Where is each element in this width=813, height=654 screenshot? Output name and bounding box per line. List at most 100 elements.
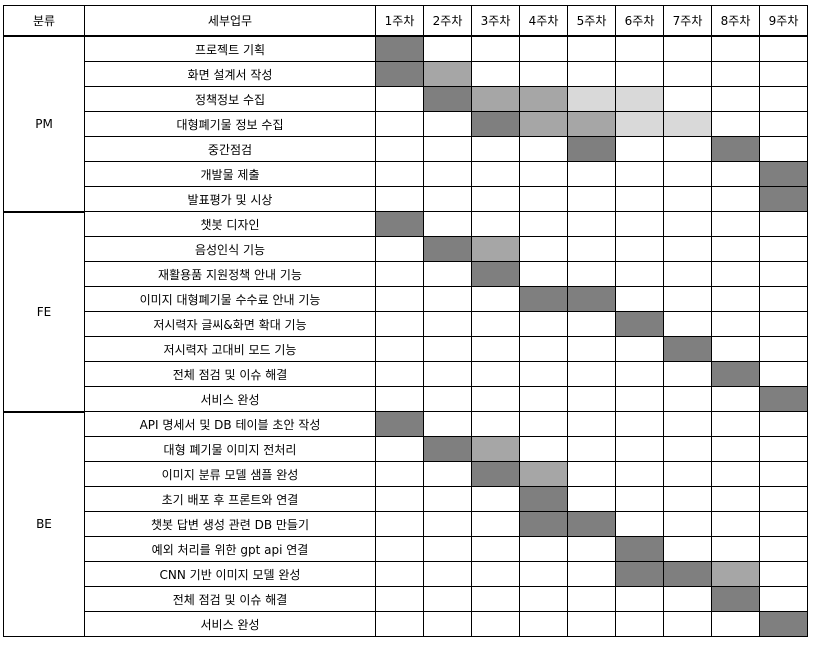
week-cell: [471, 536, 520, 562]
category-cell: PM: [3, 35, 85, 213]
schedule-table: 분류 세부업무 1주차 2주차 3주차 4주차 5주차 6주차 7주차 8주차 9주차 PM 프로…: [3, 5, 808, 637]
week-cell: [471, 386, 520, 412]
week-cell: [615, 35, 664, 62]
gantt-bar-cell: [375, 61, 424, 87]
week-cell: [615, 261, 664, 287]
table-row: 음성인식 기능: [4, 236, 808, 262]
week-cell: [375, 436, 424, 462]
task-name-cell: 서비스 완성: [84, 611, 376, 637]
week-cell: [711, 61, 760, 87]
gantt-bar-cell: [615, 561, 664, 587]
gantt-bar-cell: [423, 236, 472, 262]
week-cell: [567, 611, 616, 637]
week-cell: [375, 336, 424, 362]
table-row: 화면 설계서 작성: [4, 61, 808, 87]
gantt-bar-cell: [519, 286, 568, 312]
table-row: 저시력자 글씨&화면 확대 기능: [4, 311, 808, 337]
week-cell: [663, 536, 712, 562]
week-cell: [519, 386, 568, 412]
task-name-cell: 서비스 완성: [84, 386, 376, 412]
week-cell: [615, 461, 664, 487]
gantt-bar-cell: [519, 486, 568, 512]
week-cell: [615, 236, 664, 262]
week-cell: [471, 311, 520, 337]
header-week-9: 9주차: [759, 5, 808, 37]
week-cell: [759, 61, 808, 87]
week-cell: [423, 611, 472, 637]
gantt-bar-cell: [615, 86, 664, 112]
week-cell: [711, 111, 760, 137]
table-row: 예외 처리를 위한 gpt api 연결: [4, 536, 808, 562]
task-name-cell: 발표평가 및 시상: [84, 186, 376, 212]
week-cell: [423, 386, 472, 412]
week-cell: [423, 161, 472, 187]
gantt-bar-cell: [663, 336, 712, 362]
task-name-cell: 개발물 제출: [84, 161, 376, 187]
week-cell: [375, 386, 424, 412]
table-row: 전체 점검 및 이슈 해결: [4, 361, 808, 387]
week-cell: [711, 286, 760, 312]
week-cell: [663, 511, 712, 537]
table-row: 서비스 완성: [4, 611, 808, 637]
table-row: 챗봇 답변 생성 관련 DB 만들기: [4, 511, 808, 537]
table-row: 정책정보 수집: [4, 86, 808, 112]
week-cell: [423, 411, 472, 437]
week-cell: [711, 86, 760, 112]
week-cell: [759, 286, 808, 312]
table-row: 이미지 분류 모델 샘플 완성: [4, 461, 808, 487]
week-cell: [663, 461, 712, 487]
week-cell: [471, 136, 520, 162]
gantt-bar-cell: [711, 136, 760, 162]
week-cell: [759, 361, 808, 387]
week-cell: [423, 486, 472, 512]
header-row: 분류 세부업무 1주차 2주차 3주차 4주차 5주차 6주차 7주차 8주차 9주차: [3, 5, 808, 37]
week-cell: [663, 486, 712, 512]
week-cell: [759, 561, 808, 587]
table-row: BE API 명세서 및 DB 테이블 초안 작성: [3, 411, 808, 637]
gantt-bar-cell: [471, 261, 520, 287]
week-cell: [615, 436, 664, 462]
week-cell: [567, 436, 616, 462]
header-task: 세부업무: [84, 5, 376, 37]
week-cell: [663, 161, 712, 187]
header-week-3: 3주차: [471, 5, 520, 37]
gantt-bar-cell: [711, 361, 760, 387]
table-row: 대형폐기물 정보 수집: [4, 111, 808, 137]
week-cell: [519, 611, 568, 637]
week-cell: [567, 311, 616, 337]
week-cell: [711, 386, 760, 412]
gantt-bar-cell: [423, 436, 472, 462]
gantt-bar-cell: [567, 136, 616, 162]
task-name-cell: 대형 폐기물 이미지 전처리: [84, 436, 376, 462]
week-cell: [567, 35, 616, 62]
week-cell: [375, 136, 424, 162]
week-cell: [423, 361, 472, 387]
week-cell: [567, 386, 616, 412]
week-cell: [471, 61, 520, 87]
week-cell: [711, 161, 760, 187]
task-name-cell: 챗봇 디자인: [84, 211, 376, 237]
gantt-bar-cell: [423, 61, 472, 87]
week-cell: [711, 35, 760, 62]
week-cell: [471, 511, 520, 537]
week-cell: [519, 436, 568, 462]
week-cell: [615, 286, 664, 312]
week-cell: [567, 411, 616, 437]
week-cell: [471, 611, 520, 637]
week-cell: [615, 336, 664, 362]
week-cell: [519, 411, 568, 437]
week-cell: [615, 611, 664, 637]
gantt-bar-cell: [759, 611, 808, 637]
gantt-bar-cell: [519, 111, 568, 137]
week-cell: [423, 286, 472, 312]
gantt-bar-cell: [471, 461, 520, 487]
week-cell: [375, 161, 424, 187]
table-row: 이미지 대형폐기물 수수료 안내 기능: [4, 286, 808, 312]
week-cell: [519, 261, 568, 287]
week-cell: [711, 611, 760, 637]
table-row: 전체 점검 및 이슈 해결: [4, 586, 808, 612]
week-cell: [711, 261, 760, 287]
week-cell: [375, 236, 424, 262]
week-cell: [375, 311, 424, 337]
task-name-cell: 전체 점검 및 이슈 해결: [84, 361, 376, 387]
